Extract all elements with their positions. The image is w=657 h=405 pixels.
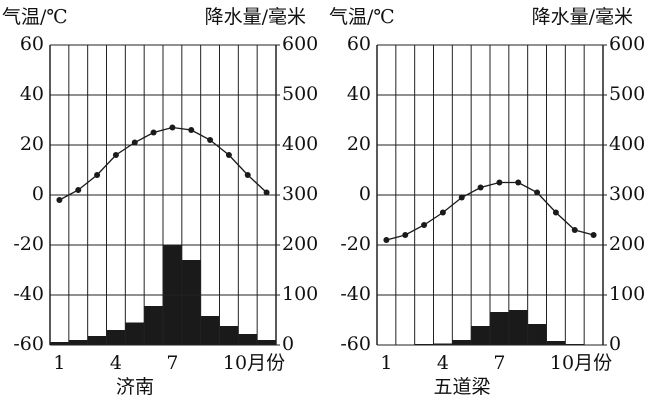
precip-bar (527, 324, 547, 345)
y-tick-label: 40 (20, 83, 44, 105)
y2-tick-label: 300 (609, 183, 645, 205)
temperature-point (571, 227, 578, 233)
y-tick-label: 40 (347, 83, 371, 105)
y2-axis-label: 降水量/毫米 (205, 6, 306, 28)
y2-tick-label: 600 (282, 33, 318, 55)
y2-tick-label: 200 (609, 233, 645, 255)
temperature-point (225, 152, 232, 158)
temperature-point (131, 139, 138, 146)
y-tick-label: -40 (13, 283, 44, 305)
precip-bar (50, 342, 69, 345)
temperature-point (56, 197, 63, 203)
precip-bar (219, 326, 239, 345)
precip-bar (181, 260, 201, 345)
station-name: 五道梁 (433, 376, 490, 398)
temperature-point (534, 189, 541, 196)
x-tick-label: 7 (493, 352, 505, 374)
precip-bar (87, 336, 107, 345)
x-tick-label: 7 (166, 352, 178, 374)
y2-tick-label: 0 (609, 333, 621, 355)
precip-bar (546, 341, 566, 345)
y-tick-label: -60 (340, 333, 371, 355)
y2-tick-label: 400 (282, 133, 318, 155)
y-axis-label: 气温/℃ (329, 6, 395, 28)
y2-tick-label: 0 (282, 333, 294, 355)
x-tick-label: 4 (437, 352, 449, 374)
precip-bar (144, 306, 163, 345)
temperature-point (188, 127, 195, 133)
y2-tick-label: 100 (282, 283, 318, 305)
precip-bar (106, 330, 126, 345)
y-tick-label: 60 (347, 33, 371, 55)
station-name: 济南 (116, 376, 154, 398)
y-tick-label: 60 (20, 33, 44, 55)
precip-bar (125, 322, 145, 345)
precip-bar (238, 334, 258, 345)
y2-tick-label: 200 (282, 233, 318, 255)
temperature-point (590, 232, 597, 238)
temperature-point (207, 137, 214, 143)
temperature-point (515, 179, 522, 186)
y-tick-label: -60 (13, 333, 44, 355)
y-axis-label: 气温/℃ (2, 6, 68, 28)
y-tick-label: 0 (32, 183, 44, 205)
temperature-line (386, 181, 594, 241)
precip-bar (257, 340, 276, 345)
temperature-point (383, 237, 390, 243)
temperature-point (496, 179, 503, 186)
temperature-point (458, 194, 465, 201)
y-tick-label: -20 (13, 233, 44, 255)
y2-tick-label: 100 (609, 283, 645, 305)
y2-tick-label: 600 (609, 33, 645, 55)
x-tick-label: 1 (53, 352, 65, 374)
temperature-point (75, 187, 82, 193)
y2-tick-label: 400 (609, 133, 645, 155)
precip-bar (490, 312, 509, 345)
temperature-point (94, 172, 101, 178)
y-tick-label: 0 (359, 183, 371, 205)
temperature-point (169, 124, 176, 131)
temperature-line (59, 126, 268, 201)
precip-bar (452, 340, 472, 345)
temperature-point (150, 129, 157, 136)
y-tick-label: -40 (340, 283, 371, 305)
precip-bar (68, 340, 88, 345)
temperature-point (477, 184, 484, 191)
temperature-point (112, 152, 119, 158)
temperature-point (421, 222, 428, 228)
x-tick-label: 1 (380, 352, 392, 374)
x-tick-label: 4 (110, 352, 122, 374)
temperature-point (402, 232, 409, 238)
precip-bar (471, 326, 490, 345)
x-tick-label: 10月份 (550, 352, 612, 374)
y2-axis-label: 降水量/毫米 (532, 6, 633, 28)
precip-bar (200, 316, 220, 345)
y-tick-label: -20 (340, 233, 371, 255)
y-tick-label: 20 (20, 133, 44, 155)
y2-tick-label: 500 (609, 83, 645, 105)
precip-bar (508, 310, 528, 345)
temperature-point (244, 172, 251, 178)
temperature-point (552, 209, 559, 216)
y2-tick-label: 300 (282, 183, 318, 205)
x-tick-label: 10月份 (223, 352, 285, 374)
temperature-point (439, 209, 446, 216)
precip-bar (433, 343, 453, 345)
y-tick-label: 20 (347, 133, 371, 155)
y2-tick-label: 500 (282, 83, 318, 105)
temperature-point (263, 189, 270, 196)
